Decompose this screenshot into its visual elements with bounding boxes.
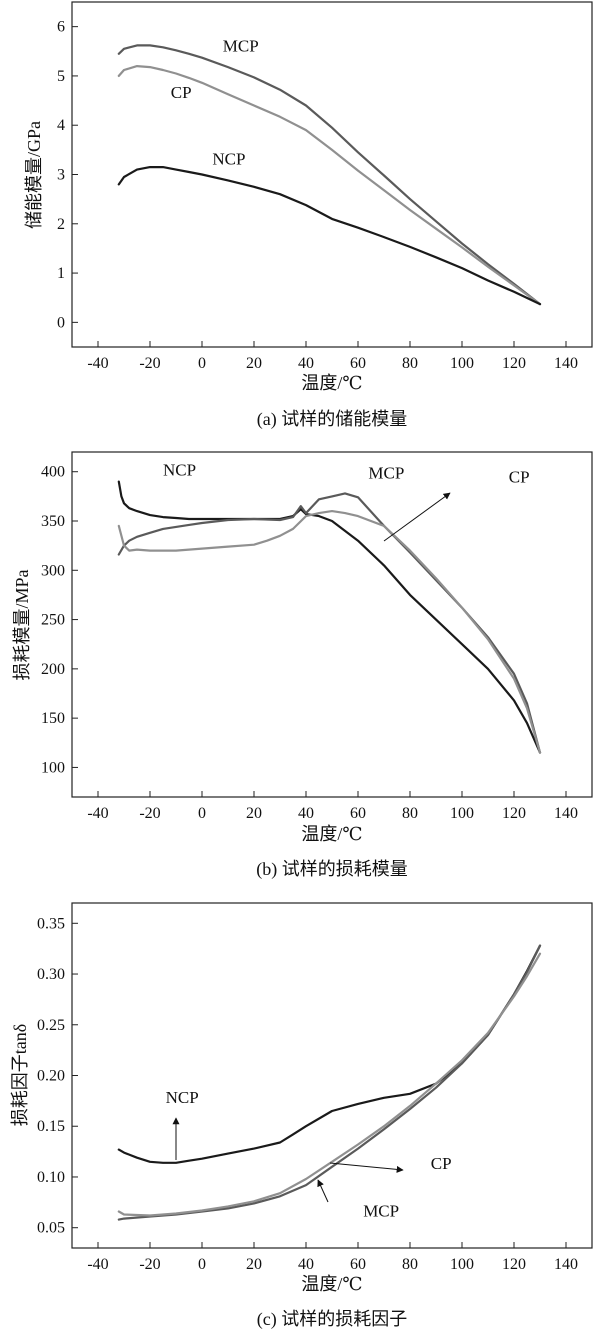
cp-pointer-arrow bbox=[383, 492, 451, 542]
y-tick-label: 0.25 bbox=[37, 1017, 65, 1034]
series-label-cp: CP bbox=[171, 83, 192, 102]
series-lines bbox=[117, 44, 542, 306]
x-tick-label: 60 bbox=[350, 1256, 366, 1273]
y-axis-label: 储能模量/GPa bbox=[24, 121, 44, 229]
series-lines bbox=[117, 480, 542, 754]
series-labels: NCP CP MCP bbox=[166, 1088, 452, 1221]
axis-ticks: -40 -20 0 20 40 60 80 100 120 140 100 150 200 250 300 3… bbox=[41, 464, 578, 822]
x-tick-label: 100 bbox=[450, 805, 474, 822]
x-tick-label: 60 bbox=[350, 805, 366, 822]
y-axis-label: 损耗模量/MPa bbox=[12, 569, 32, 680]
series-line-ncp bbox=[117, 480, 542, 754]
x-tick-label: -20 bbox=[139, 805, 160, 822]
y-tick-label: 0.30 bbox=[37, 966, 65, 983]
y-axis-label: 损耗因子tanδ bbox=[10, 1024, 30, 1126]
y-tick-label: 6 bbox=[57, 19, 65, 36]
x-tick-label: 120 bbox=[502, 355, 526, 372]
cp-pointer-arrow bbox=[329, 1162, 404, 1173]
x-tick-label: 140 bbox=[554, 1256, 578, 1273]
series-label-mcp: MCP bbox=[363, 1202, 399, 1221]
series-line-cp bbox=[117, 65, 542, 306]
y-tick-label: 100 bbox=[41, 759, 65, 776]
axis-ticks: -40 -20 0 20 40 60 80 100 120 140 0 1 2 3 4 5 6 bbox=[57, 19, 578, 372]
y-tick-label: 250 bbox=[41, 612, 65, 629]
x-tick-label: 100 bbox=[450, 1256, 474, 1273]
series-lines bbox=[117, 944, 542, 1221]
mcp-pointer-arrow bbox=[317, 1179, 329, 1203]
panel-caption: (b) 试样的损耗模量 bbox=[256, 859, 408, 880]
panel-caption: (a) 试样的储能模量 bbox=[257, 409, 407, 430]
y-tick-label: 5 bbox=[57, 68, 65, 85]
x-axis-label: 温度/℃ bbox=[301, 1274, 362, 1294]
plot-frame bbox=[71, 902, 593, 1249]
x-tick-label: 120 bbox=[502, 805, 526, 822]
panel-c-loss-factor: -40 -20 0 20 40 60 80 100 120 140 0.05 0.10 0.15 0.20… bbox=[10, 902, 593, 1330]
y-tick-label: 150 bbox=[41, 710, 65, 727]
x-tick-label: 80 bbox=[402, 355, 418, 372]
series-line-cp bbox=[117, 510, 542, 754]
series-line-mcp bbox=[117, 44, 542, 306]
plot-frame bbox=[71, 1, 593, 348]
series-label-ncp: NCP bbox=[166, 1088, 199, 1107]
y-tick-label: 0.20 bbox=[37, 1068, 65, 1085]
axis-ticks: -40 -20 0 20 40 60 80 100 120 140 0.05 0.10 0.15 0.20… bbox=[37, 915, 578, 1273]
series-line-cp bbox=[117, 952, 542, 1217]
y-tick-label: 2 bbox=[57, 216, 65, 233]
x-tick-label: 0 bbox=[198, 1256, 206, 1273]
y-tick-label: 0.35 bbox=[37, 915, 65, 932]
series-label-ncp: NCP bbox=[163, 461, 196, 480]
series-line-ncp bbox=[117, 166, 542, 306]
x-tick-label: 0 bbox=[198, 355, 206, 372]
y-tick-label: 1 bbox=[57, 265, 65, 282]
panel-b-loss-modulus: -40 -20 0 20 40 60 80 100 120 140 100 150 200 250 300 3… bbox=[12, 451, 593, 880]
y-tick-label: 4 bbox=[57, 117, 65, 134]
x-tick-label: -20 bbox=[139, 1256, 160, 1273]
y-tick-label: 350 bbox=[41, 513, 65, 530]
series-line-mcp bbox=[117, 492, 542, 754]
y-tick-label: 0 bbox=[57, 314, 65, 331]
x-tick-label: 20 bbox=[246, 355, 262, 372]
x-tick-label: 140 bbox=[554, 805, 578, 822]
x-tick-label: 40 bbox=[298, 1256, 314, 1273]
panel-caption: (c) 试样的损耗因子 bbox=[257, 1309, 407, 1330]
x-tick-label: 120 bbox=[502, 1256, 526, 1273]
x-axis-label: 温度/℃ bbox=[301, 373, 362, 393]
x-tick-label: 80 bbox=[402, 1256, 418, 1273]
series-line-mcp bbox=[117, 944, 542, 1221]
x-tick-label: 40 bbox=[298, 355, 314, 372]
x-tick-label: 0 bbox=[198, 805, 206, 822]
y-tick-label: 0.10 bbox=[37, 1169, 65, 1186]
x-tick-label: 20 bbox=[246, 805, 262, 822]
x-tick-label: 20 bbox=[246, 1256, 262, 1273]
x-tick-label: -20 bbox=[139, 355, 160, 372]
x-tick-label: -40 bbox=[87, 805, 108, 822]
x-tick-label: 40 bbox=[298, 805, 314, 822]
series-label-cp: CP bbox=[509, 468, 530, 487]
y-tick-label: 200 bbox=[41, 661, 65, 678]
series-labels: MCP CP NCP bbox=[171, 36, 259, 168]
x-tick-label: 140 bbox=[554, 355, 578, 372]
x-tick-label: -40 bbox=[87, 1256, 108, 1273]
y-tick-label: 3 bbox=[57, 167, 65, 184]
x-tick-label: 60 bbox=[350, 355, 366, 372]
series-label-mcp: MCP bbox=[368, 464, 404, 483]
series-label-cp: CP bbox=[431, 1154, 452, 1173]
series-line-ncp bbox=[117, 944, 542, 1164]
y-tick-label: 0.05 bbox=[37, 1220, 65, 1237]
plot-frame bbox=[71, 451, 593, 798]
y-tick-label: 300 bbox=[41, 562, 65, 579]
y-tick-label: 400 bbox=[41, 464, 65, 481]
panel-a-storage-modulus: -40 -20 0 20 40 60 80 100 120 140 0 1 2 3 4 5 6 MCP CP NCP… bbox=[24, 1, 593, 430]
x-tick-label: 100 bbox=[450, 355, 474, 372]
x-axis-label: 温度/℃ bbox=[301, 824, 362, 844]
series-label-mcp: MCP bbox=[223, 36, 259, 55]
y-tick-label: 0.15 bbox=[37, 1118, 65, 1135]
x-tick-label: 80 bbox=[402, 805, 418, 822]
x-tick-label: -40 bbox=[87, 355, 108, 372]
series-labels: NCP MCP CP bbox=[163, 461, 530, 487]
series-label-ncp: NCP bbox=[212, 150, 245, 169]
